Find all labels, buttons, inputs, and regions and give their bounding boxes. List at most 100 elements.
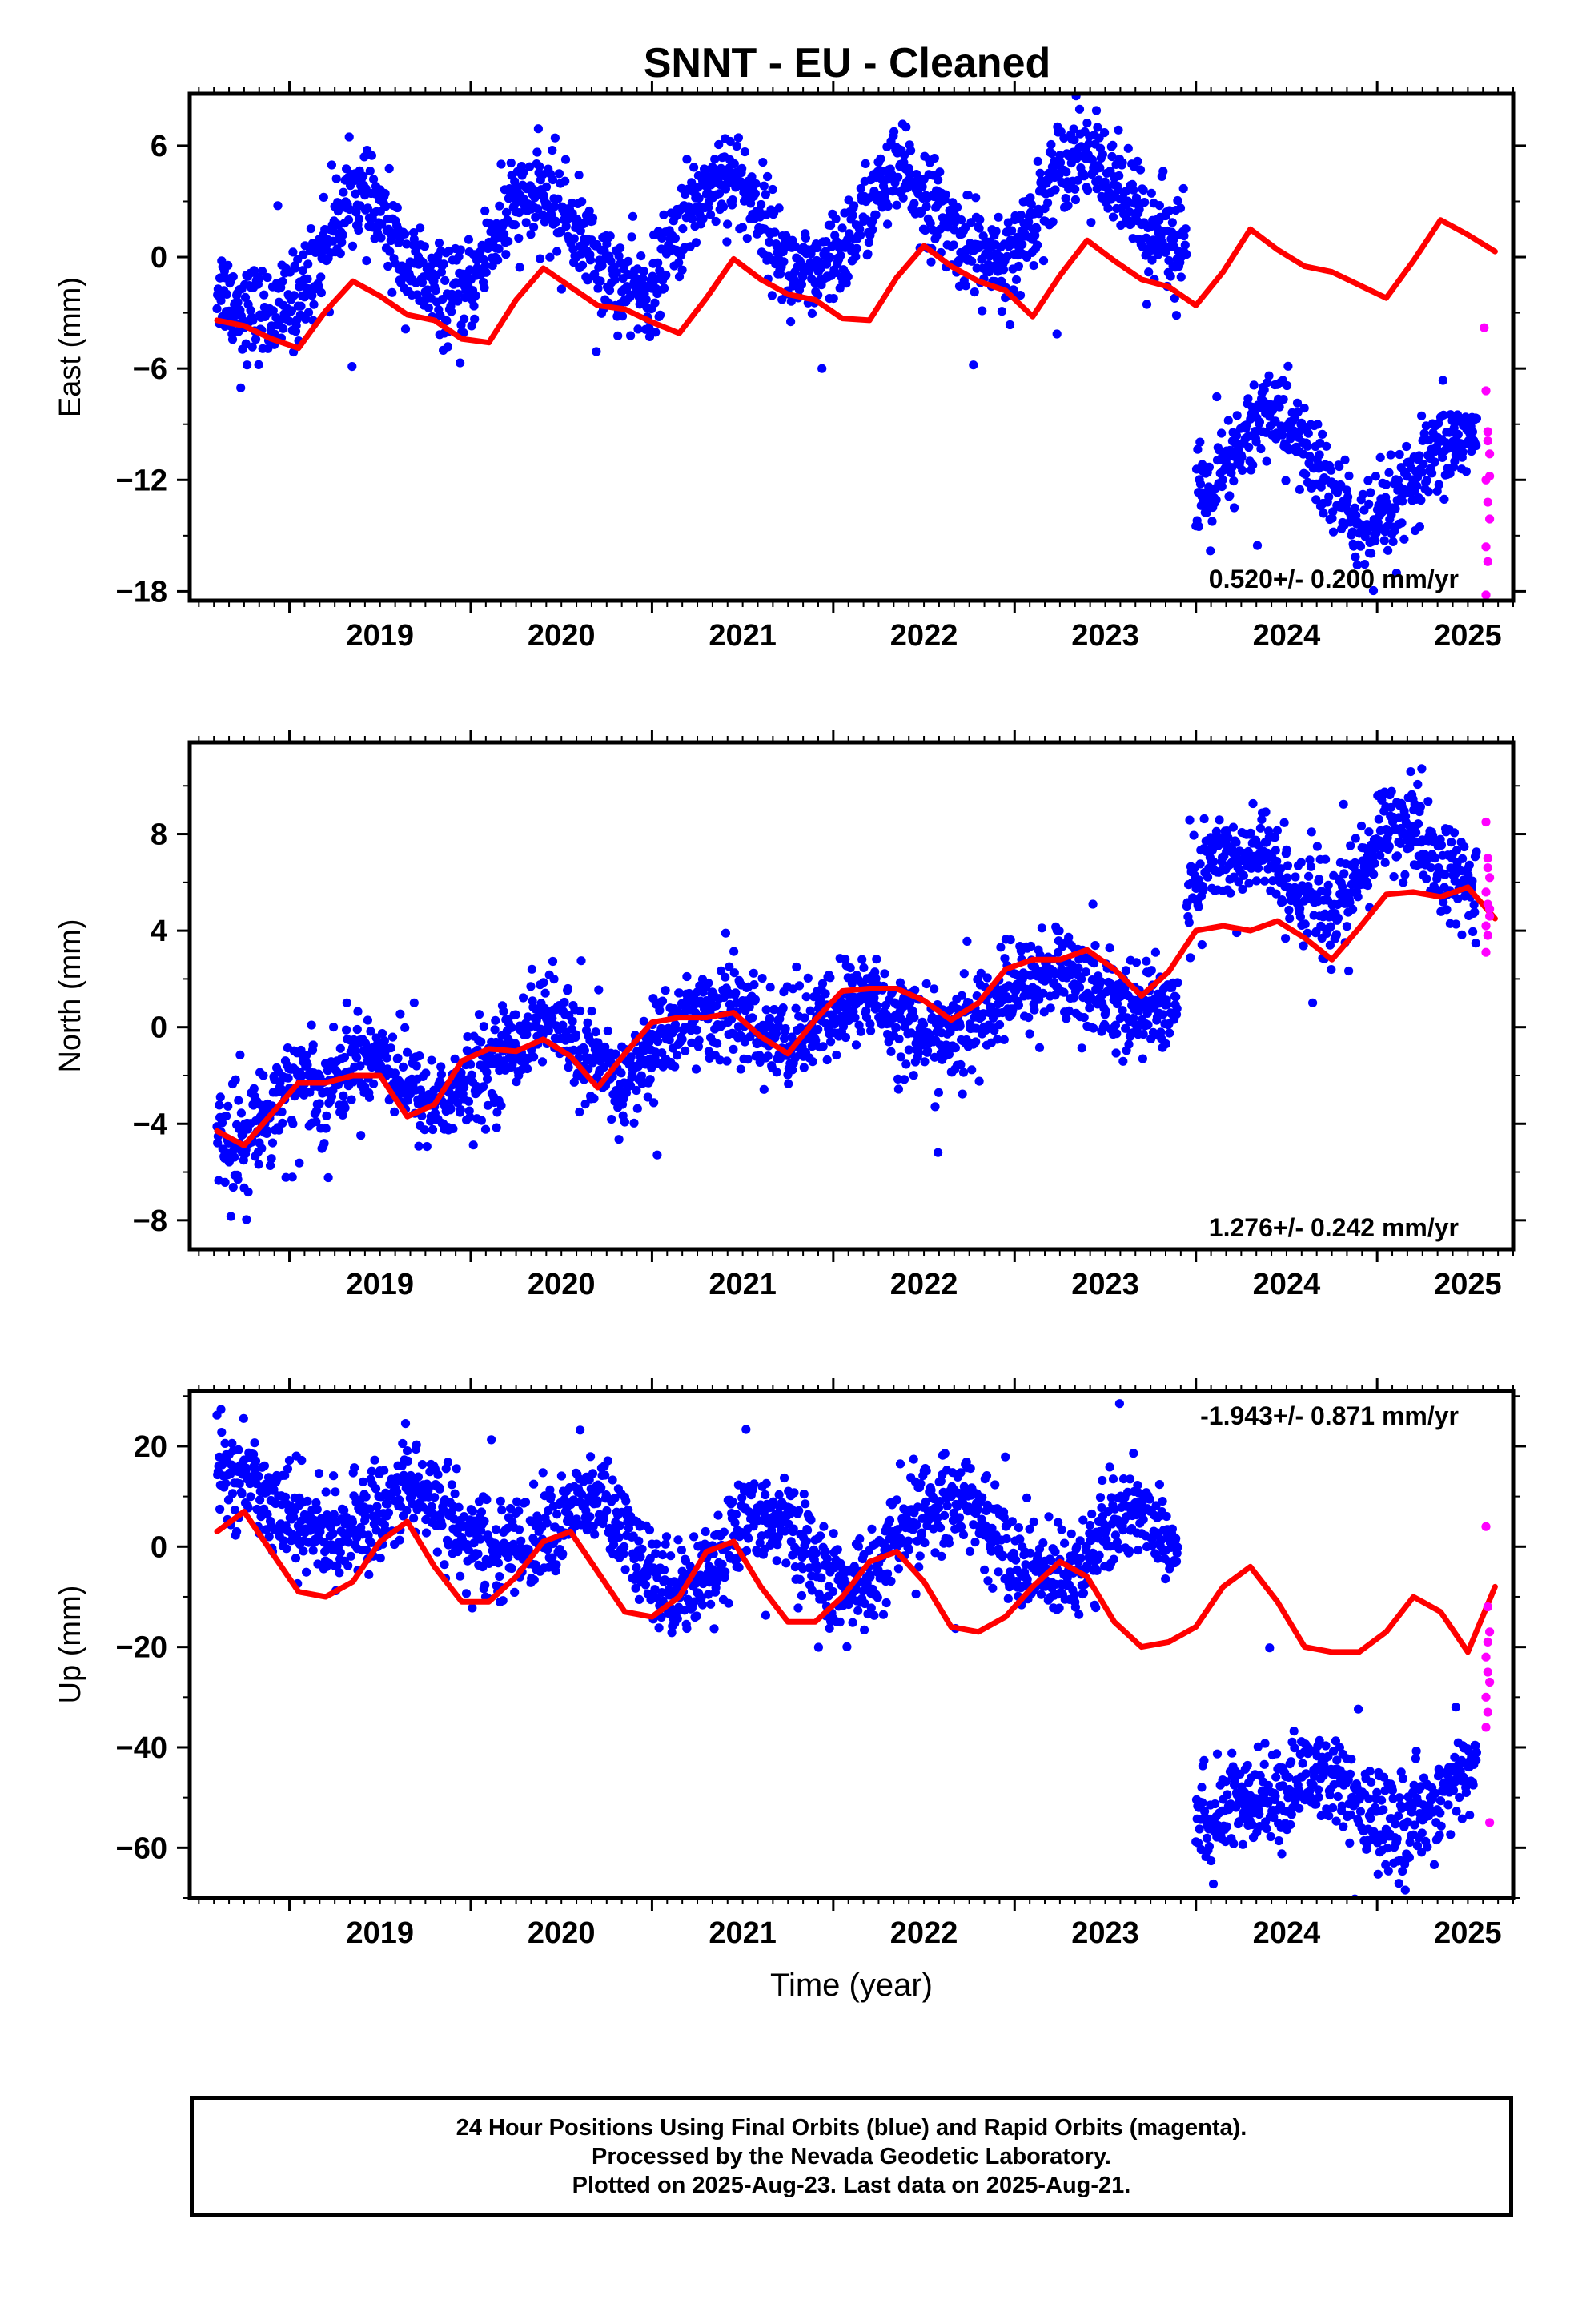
- data-point: [883, 201, 893, 211]
- data-point: [1038, 988, 1048, 998]
- data-point: [1248, 798, 1258, 809]
- data-point: [1368, 585, 1379, 596]
- data-point: [652, 1150, 662, 1160]
- data-point: [514, 233, 524, 243]
- data-point: [1237, 452, 1247, 462]
- data-point: [246, 305, 255, 315]
- rate-label: 1.276+/- 0.242 mm/yr: [1209, 1213, 1459, 1242]
- data-point: [900, 1075, 909, 1084]
- x-tick-label: 2019: [346, 619, 414, 653]
- data-point: [1129, 185, 1138, 195]
- data-point: [1255, 823, 1265, 833]
- data-point: [780, 1034, 789, 1043]
- data-point: [291, 263, 300, 273]
- data-point: [767, 291, 777, 300]
- data-point: [636, 1071, 647, 1080]
- data-point: [496, 1100, 506, 1110]
- data-point: [1043, 198, 1053, 207]
- data-point: [352, 1024, 362, 1035]
- data-point: [291, 1554, 301, 1563]
- data-point: [501, 207, 512, 217]
- data-point: [1391, 504, 1400, 513]
- data-point: [390, 1107, 400, 1116]
- x-tick-label: 2020: [528, 1268, 596, 1301]
- data-point: [1195, 859, 1205, 869]
- rapid-point: [1485, 911, 1495, 921]
- data-point: [554, 169, 564, 179]
- data-point: [750, 995, 761, 1004]
- data-point: [689, 163, 699, 172]
- data-point: [1131, 958, 1142, 967]
- data-point: [1158, 167, 1168, 176]
- data-point: [1307, 827, 1316, 837]
- data-point: [905, 998, 915, 1007]
- data-point: [470, 314, 480, 324]
- x-tick-label: 2019: [346, 1268, 414, 1301]
- data-point: [603, 1026, 612, 1035]
- data-point: [1058, 66, 1066, 74]
- data-point: [1082, 119, 1092, 128]
- data-point: [1161, 1039, 1170, 1049]
- data-point: [235, 1479, 244, 1489]
- data-point: [655, 1006, 665, 1015]
- data-point: [850, 1013, 860, 1023]
- data-point: [591, 1027, 600, 1037]
- rapid-point: [1483, 854, 1492, 863]
- data-point: [994, 212, 1003, 222]
- data-point: [1206, 546, 1215, 556]
- data-point: [327, 160, 336, 170]
- data-point: [1089, 1023, 1098, 1033]
- data-point: [1364, 499, 1374, 509]
- data-point: [1388, 537, 1398, 547]
- data-point: [950, 1043, 960, 1053]
- data-point: [1098, 150, 1107, 159]
- data-point: [226, 1212, 235, 1221]
- data-point: [1335, 462, 1344, 472]
- data-point: [897, 1015, 906, 1024]
- data-point: [1217, 481, 1227, 492]
- data-point: [651, 328, 661, 337]
- rapid-point: [1483, 427, 1492, 436]
- data-point: [1178, 183, 1188, 194]
- data-point: [975, 215, 985, 224]
- data-point: [1186, 953, 1195, 963]
- rapid-point: [1483, 436, 1492, 446]
- data-point: [1271, 846, 1280, 855]
- data-point: [526, 982, 536, 991]
- data-point: [811, 1035, 821, 1045]
- data-point: [1083, 186, 1093, 195]
- data-point: [352, 1053, 362, 1063]
- data-point: [522, 1030, 532, 1039]
- data-point: [677, 1035, 687, 1044]
- data-point: [369, 1079, 379, 1088]
- data-point: [362, 256, 371, 266]
- data-point: [1086, 218, 1096, 227]
- data-point: [1367, 549, 1376, 558]
- y-tick-label: 8: [151, 818, 167, 852]
- data-point: [704, 978, 713, 988]
- data-point: [1342, 485, 1351, 495]
- data-point: [343, 1561, 353, 1570]
- chart-title: SNNT - EU - Cleaned: [644, 40, 1051, 86]
- data-point: [532, 147, 542, 157]
- data-point: [307, 1020, 316, 1030]
- data-point: [1171, 311, 1182, 320]
- data-point: [1292, 398, 1303, 408]
- data-point: [614, 251, 624, 261]
- data-point: [1279, 395, 1288, 404]
- data-point: [1118, 158, 1127, 167]
- x-tick-label: 2022: [890, 1268, 958, 1301]
- data-point: [657, 996, 668, 1006]
- data-point: [584, 206, 594, 216]
- data-point: [467, 321, 476, 331]
- data-point: [1371, 536, 1380, 546]
- data-point: [329, 1510, 339, 1519]
- data-point: [1146, 188, 1156, 198]
- data-point: [303, 1060, 312, 1070]
- data-point: [1281, 476, 1291, 485]
- data-point: [1333, 913, 1343, 923]
- rapid-point: [1483, 863, 1492, 873]
- data-point: [1281, 934, 1291, 943]
- data-point: [1105, 943, 1114, 953]
- data-point: [255, 1495, 265, 1505]
